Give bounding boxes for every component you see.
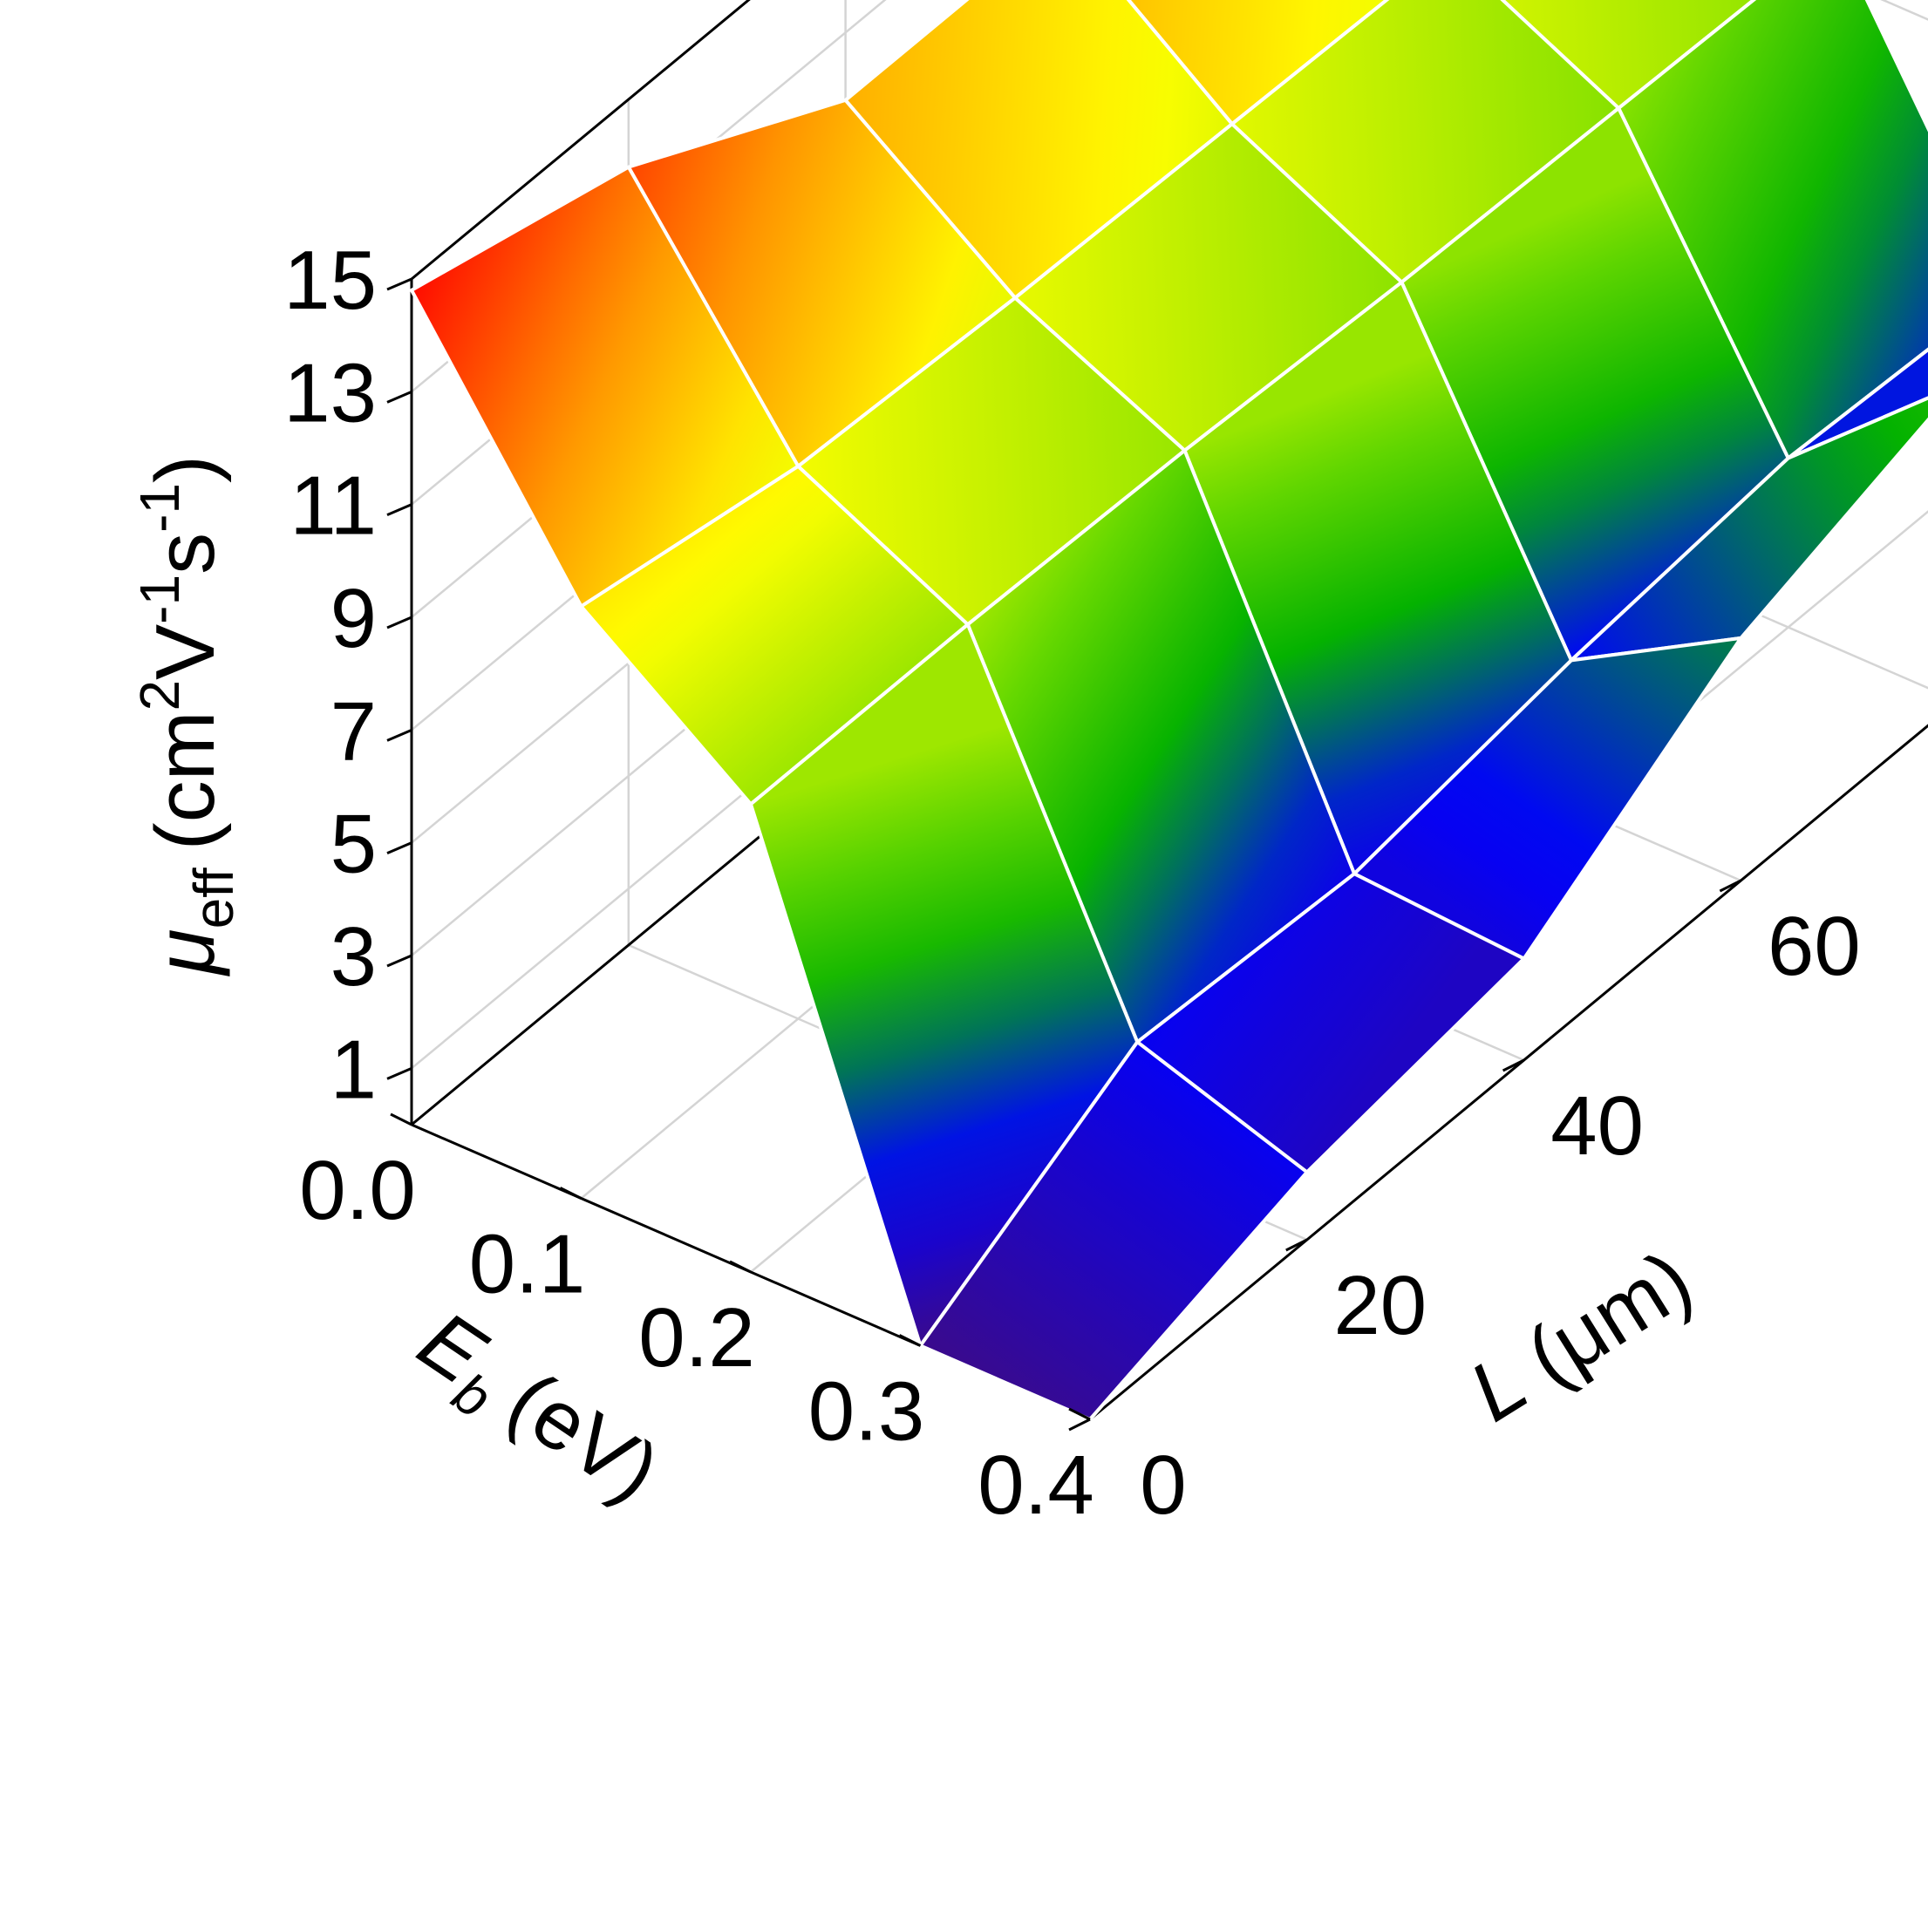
- z-tick: [387, 279, 412, 289]
- eb-tick-label: 0.3: [808, 1365, 924, 1459]
- z-tick: [387, 843, 412, 854]
- z-axis-title: μeff(cm2V-1s-1): [128, 455, 245, 977]
- l-tick-label: 20: [1333, 1259, 1427, 1352]
- z-tick-label: 15: [283, 234, 377, 327]
- x-axis-title: Eb(eV): [395, 1293, 675, 1530]
- eb-tick: [391, 1114, 412, 1125]
- eb-tick-label: 0.1: [469, 1218, 585, 1311]
- eb-tick-label: 0.2: [638, 1291, 754, 1384]
- surface-layer: [412, 0, 1928, 1419]
- z-tick-label: 5: [330, 798, 377, 891]
- eb-tick-label: 0.4: [978, 1439, 1093, 1532]
- l-tick-label: 0: [1140, 1439, 1186, 1532]
- z-tick: [387, 956, 412, 966]
- z-tick-label: 3: [330, 910, 377, 1003]
- y-axis-title: L(μm): [1454, 1233, 1707, 1439]
- z-tick: [387, 730, 412, 740]
- z-tick-label: 13: [283, 346, 377, 439]
- z-tick: [387, 1068, 412, 1078]
- z-tick-label: 9: [330, 572, 377, 665]
- z-tick-label: 1: [330, 1023, 377, 1116]
- z-tick-label: 7: [330, 684, 377, 778]
- z-tick: [387, 617, 412, 628]
- z-tick: [387, 391, 412, 402]
- l-tick-label: 40: [1550, 1079, 1644, 1173]
- l-tick-label: 60: [1768, 900, 1861, 993]
- z-tick-label: 11: [290, 459, 377, 553]
- eb-tick-label: 0.0: [299, 1144, 415, 1237]
- l-tick: [1069, 1419, 1090, 1430]
- eb-tick: [730, 1262, 751, 1272]
- eb-tick: [561, 1188, 582, 1199]
- z-tick: [387, 505, 412, 515]
